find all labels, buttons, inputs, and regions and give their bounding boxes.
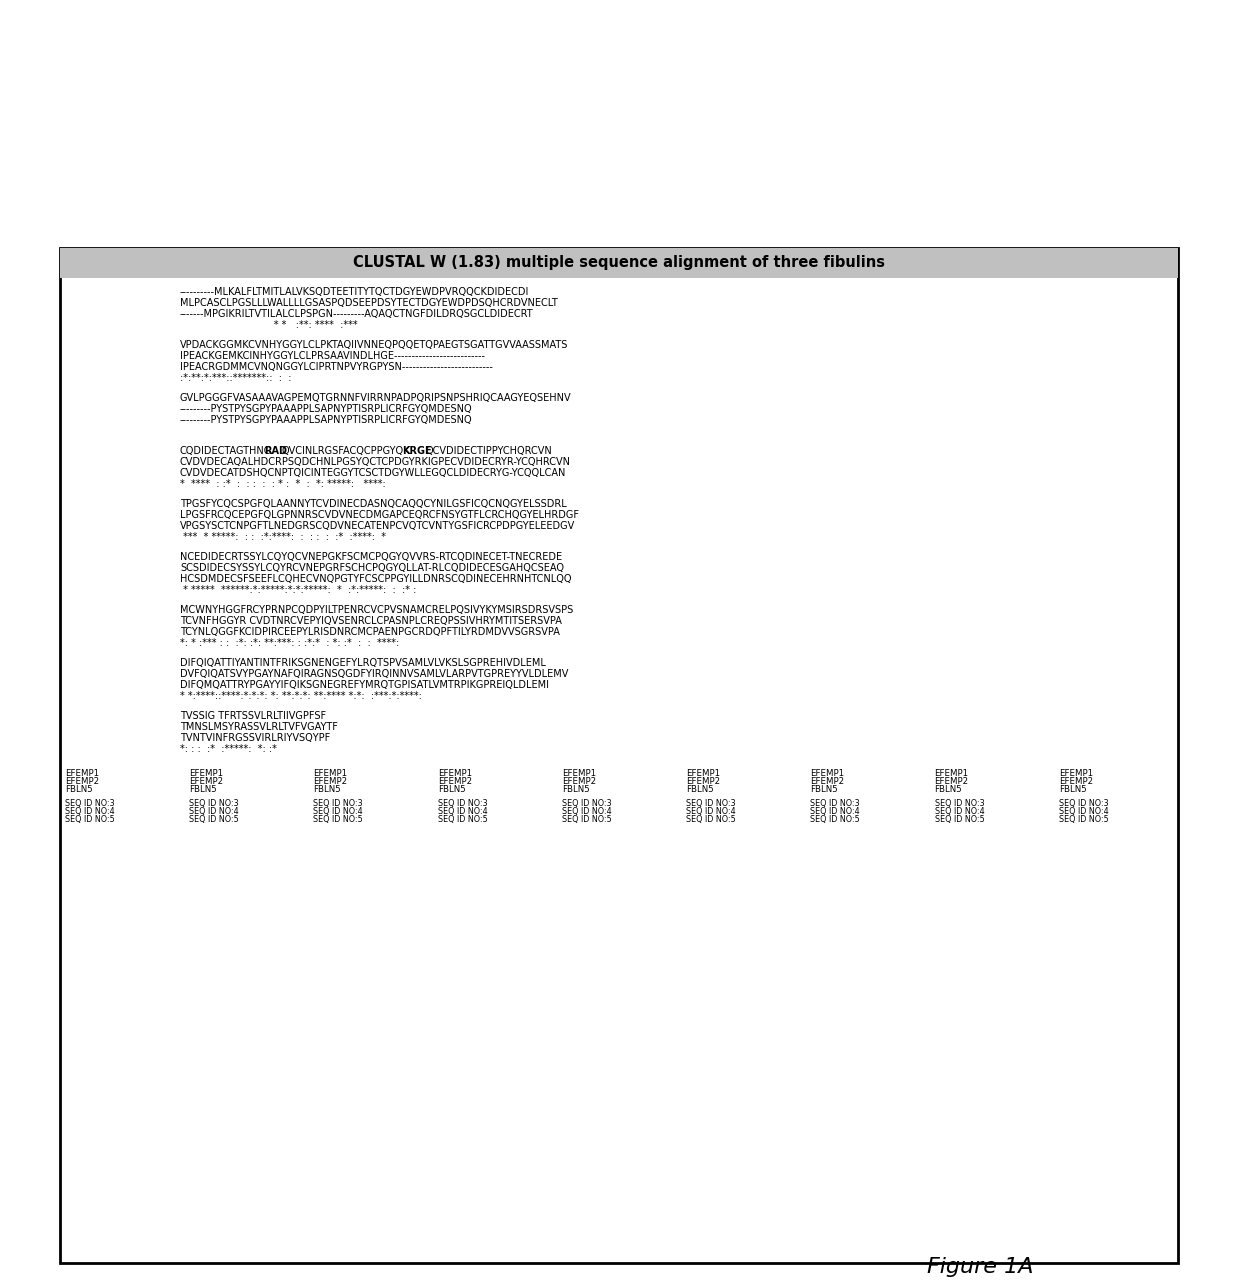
Text: NCEDIDECRTSSYLCQYQCVNEPGKFSCMCPQGYQVVRS-RTCQDINECET-TNECREDE: NCEDIDECRTSSYLCQYQCVNEPGKFSCMCPQGYQVVRS-… (180, 553, 562, 562)
Text: FBLN5: FBLN5 (314, 785, 341, 794)
Bar (60, 248, 1178, 278)
Text: SEQ ID NO:4: SEQ ID NO:4 (1059, 807, 1109, 816)
Text: FBLN5: FBLN5 (190, 785, 217, 794)
Text: Figure 1A: Figure 1A (926, 1257, 1033, 1277)
Text: EFEMP1: EFEMP1 (190, 768, 223, 777)
Text: SEQ ID NO:3: SEQ ID NO:3 (314, 799, 363, 808)
Text: CQDIDECTAGTHNC: CQDIDECTAGTHNC (180, 446, 272, 456)
Text: -------MPGIKRILTVTILALCLPSPGN---------AQAQCTNGFDILDRQSGCLDIDECRT: -------MPGIKRILTVTILALCLPSPGN---------AQ… (180, 308, 533, 319)
Text: EFEMP1: EFEMP1 (1059, 768, 1092, 777)
Text: * *:****::****:*:*:*: *: **:*:*: **:**** *:*:  :***:*:****:: * *:****::****:*:*:*: *: **:*:*: **:****… (180, 691, 422, 702)
Text: CLUSTAL W (1.83) multiple sequence alignment of three fibulins: CLUSTAL W (1.83) multiple sequence align… (353, 256, 885, 271)
Text: * *****  ******:*:*****:*:*:*****:  *  :*:*****:  :  :* :: * ***** ******:*:*****:*:*:*****: * :*:*… (180, 585, 419, 595)
Text: KRGE: KRGE (402, 446, 432, 456)
Text: ---------PYSTPYSGPYPAAAPPLSAPNYPTISRPLICRFGYQMDESNQ: ---------PYSTPYSGPYPAAAPPLSAPNYPTISRPLIC… (180, 403, 472, 414)
Text: MCWNYHGGFRCYPRNPCQDPYILTPENRCVCPVSNAMCRELPQSIVYKYMSIRSDRSVSPS: MCWNYHGGFRCYPRNPCQDPYILTPENRCVCPVSNAMCRE… (180, 605, 573, 616)
Text: FBLN5: FBLN5 (438, 785, 465, 794)
Text: DIFQMQATTRYPGAYYIFQIKSGNEGREFYMRQTGPISATLVMTRPIKGPREIQLDLEMI: DIFQMQATTRYPGAYYIFQIKSGNEGREFYMRQTGPISAT… (180, 680, 549, 690)
Text: SEQ ID NO:4: SEQ ID NO:4 (562, 807, 611, 816)
Text: DVFQIQATSVYPGAYNAFQIRAGNSQGDFYIRQINNVSAMLVLARPVTGPREYYVLDLEMV: DVFQIQATSVYPGAYNAFQIRAGNSQGDFYIRQINNVSAM… (180, 669, 568, 678)
Text: ---------PYSTPYSGPYPAAAPPLSAPNYPTISRPLICRFGYQMDESNQ: ---------PYSTPYSGPYPAAAPPLSAPNYPTISRPLIC… (180, 415, 472, 425)
Text: SEQ ID NO:5: SEQ ID NO:5 (438, 815, 487, 824)
Text: QVCINLRGSFACQCPPGYQK: QVCINLRGSFACQCPPGYQK (281, 446, 410, 456)
Text: * *   :**: ****  :***: * * :**: **** :*** (180, 320, 357, 330)
Text: SEQ ID NO:5: SEQ ID NO:5 (810, 815, 861, 824)
Text: EFEMP2: EFEMP2 (562, 777, 596, 786)
Text: SEQ ID NO:5: SEQ ID NO:5 (686, 815, 735, 824)
Text: FBLN5: FBLN5 (64, 785, 93, 794)
Text: TVNTVINFRGSSVIRLRIYVSQYPF: TVNTVINFRGSSVIRLRIYVSQYPF (180, 732, 330, 743)
Text: SEQ ID NO:3: SEQ ID NO:3 (1059, 799, 1109, 808)
Text: TPGSFYCQCSPGFQLAANNYTCVDINECDASNQCAQQCYNILGSFICQCNQGYELSSDRL: TPGSFYCQCSPGFQLAANNYTCVDINECDASNQCAQQCYN… (180, 499, 567, 509)
Text: EFEMP1: EFEMP1 (64, 768, 99, 777)
Text: ----------MLKALFLTMITLALVKSQDTEETITYTQCTDGYEWDPVRQQCKDIDECDI: ----------MLKALFLTMITLALVKSQDTEETITYTQCT… (180, 287, 529, 297)
Text: EFEMP1: EFEMP1 (438, 768, 471, 777)
Text: TCYNLQGGFKCIDPIRCEEPYLRISDNRCMCPAENPGCRDQPFTILYRDMDVVSGRSVPA: TCYNLQGGFKCIDPIRCEEPYLRISDNRCMCPAENPGCRD… (180, 627, 560, 637)
Text: SEQ ID NO:5: SEQ ID NO:5 (190, 815, 239, 824)
Text: VPDACKGGMKCVNHYGGYLCLPKTAQIIVNNEQPQQETQPAEGTSGATTGVVAASSMATS: VPDACKGGMKCVNHYGGYLCLPKTAQIIVNNEQPQQETQP… (180, 341, 568, 350)
Text: MLPCASCLPGSLLLWALLLLGSASPQDSEEPDSYTECTDGYEWDPDSQHCRDVNECLT: MLPCASCLPGSLLLWALLLLGSASPQDSEEPDSYTECTDG… (180, 298, 558, 308)
Text: SEQ ID NO:3: SEQ ID NO:3 (686, 799, 735, 808)
Text: SEQ ID NO:3: SEQ ID NO:3 (64, 799, 114, 808)
Text: EFEMP2: EFEMP2 (1059, 777, 1092, 786)
Text: SEQ ID NO:4: SEQ ID NO:4 (314, 807, 363, 816)
Text: SEQ ID NO:5: SEQ ID NO:5 (935, 815, 985, 824)
Text: EFEMP2: EFEMP2 (438, 777, 471, 786)
Text: SEQ ID NO:5: SEQ ID NO:5 (314, 815, 363, 824)
Text: GVLPGGGFVASAAAVAGPEMQTGRNNFVIRRNPADPQRIPSNPSHRIQCAAGYEQSEHNV: GVLPGGGFVASAAAVAGPEMQTGRNNFVIRRNPADPQRIP… (180, 393, 572, 403)
Text: QCVDIDECTIPPYCHQRCVN: QCVDIDECTIPPYCHQRCVN (427, 446, 553, 456)
Text: HCSDMDECSFSEEFLCQHECVNQPGTYFCSCPPGYILLDNRSCQDINECEHRNHTCNLQQ: HCSDMDECSFSEEFLCQHECVNQPGTYFCSCPPGYILLDN… (180, 574, 572, 583)
Text: SEQ ID NO:5: SEQ ID NO:5 (562, 815, 611, 824)
Bar (60, 248, 1178, 1263)
Text: SEQ ID NO:3: SEQ ID NO:3 (810, 799, 861, 808)
Text: EFEMP1: EFEMP1 (686, 768, 720, 777)
Text: ***  * *****:  : :  :*:****:  :  : :  :  :*  :****:  *: *** * *****: : : :*:****: : : : : :* :**… (180, 532, 392, 542)
Text: EFEMP1: EFEMP1 (810, 768, 844, 777)
Text: *: * :*** : :  :*: :*: **:***: : :*:*  : *: :*  :  :  ****:: *: * :*** : : :*: :*: **:***: : :*:* : *… (180, 637, 399, 648)
Text: EFEMP2: EFEMP2 (64, 777, 99, 786)
Text: LPGSFRCQCEPGFQLGPNNRSCVDVNECDMGAPCEQRCFNSYGTFLCRCHQGYELHRDGF: LPGSFRCQCEPGFQLGPNNRSCVDVNECDMGAPCEQRCFN… (180, 510, 579, 520)
Text: FBLN5: FBLN5 (562, 785, 590, 794)
Text: SEQ ID NO:4: SEQ ID NO:4 (190, 807, 239, 816)
Text: SCSDIDECSYSSYLCQYRCVNEPGRFSCHCPQGYQLLAT-RLCQDIDECESGAHQCSEAQ: SCSDIDECSYSSYLCQYRCVNEPGRFSCHCPQGYQLLAT-… (180, 563, 564, 573)
Text: SEQ ID NO:4: SEQ ID NO:4 (935, 807, 985, 816)
Text: *  ****  : :*  :  : :  :  : * :  *  :  *: *****:   ****:: * **** : :* : : : : : * : * : *: *****: … (180, 479, 386, 490)
Text: IPEACRGDMMCVNQNGGYLCIPRTNPVYRGPYSN--------------------------: IPEACRGDMMCVNQNGGYLCIPRTNPVYRGPYSN------… (180, 362, 492, 371)
Text: SEQ ID NO:5: SEQ ID NO:5 (64, 815, 115, 824)
Text: SEQ ID NO:3: SEQ ID NO:3 (438, 799, 487, 808)
Text: SEQ ID NO:3: SEQ ID NO:3 (935, 799, 985, 808)
Text: EFEMP2: EFEMP2 (314, 777, 347, 786)
Text: EFEMP2: EFEMP2 (686, 777, 720, 786)
Text: SEQ ID NO:3: SEQ ID NO:3 (562, 799, 611, 808)
Text: EFEMP2: EFEMP2 (810, 777, 844, 786)
Text: VPGSYSCTCNPGFTLNEDGRSCQDVNECATENPCVQTCVNTYGSFICRCPDPGYELEEDGV: VPGSYSCTCNPGFTLNEDGRSCQDVNECATENPCVQTCVN… (180, 520, 575, 531)
Text: SEQ ID NO:4: SEQ ID NO:4 (438, 807, 487, 816)
Text: :*:**:*:***::*******::  :  :: :*:**:*:***::*******:: : : (180, 373, 367, 383)
Text: FBLN5: FBLN5 (935, 785, 962, 794)
Text: EFEMP1: EFEMP1 (935, 768, 968, 777)
Text: FBLN5: FBLN5 (686, 785, 714, 794)
Text: TMNSLMSYRASSVLRLTVFVGAYTF: TMNSLMSYRASSVLRLTVFVGAYTF (180, 722, 337, 732)
Text: SEQ ID NO:4: SEQ ID NO:4 (810, 807, 861, 816)
Text: EFEMP1: EFEMP1 (562, 768, 596, 777)
Text: TCVNFHGGYR CVDTNRCVEPYIQVSENRCLCPASNPLCREQPSSIVHRYMTITSERSVPA: TCVNFHGGYR CVDTNRCVEPYIQVSENRCLCPASNPLCR… (180, 616, 562, 626)
Text: EFEMP2: EFEMP2 (190, 777, 223, 786)
Text: EFEMP1: EFEMP1 (314, 768, 347, 777)
Text: DIFQIQATTIYANTINTFRIKSGNENGEFYLRQTSPVSAMLVLVKSLSGPREHIVDLEML: DIFQIQATTIYANTINTFRIKSGNENGEFYLRQTSPVSAM… (180, 658, 546, 668)
Text: CVDVDECAQALHDCRPSQDCHNLPGSYQCTCPDGYRKIGPECVDIDECRYR-YCQHRCVN: CVDVDECAQALHDCRPSQDCHNLPGSYQCTCPDGYRKIGP… (180, 457, 570, 466)
Text: SEQ ID NO:5: SEQ ID NO:5 (1059, 815, 1109, 824)
Text: FBLN5: FBLN5 (810, 785, 838, 794)
Text: FBLN5: FBLN5 (1059, 785, 1086, 794)
Text: TVSSIG TFRTSSVLRLTIIVGPFSF: TVSSIG TFRTSSVLRLTIIVGPFSF (180, 711, 326, 721)
Text: SEQ ID NO:4: SEQ ID NO:4 (64, 807, 114, 816)
Text: IPEACKGEMKCINHYGGYLCLPRSAAVINDLHGE--------------------------: IPEACKGEMKCINHYGGYLCLPRSAAVINDLHGE------… (180, 351, 485, 361)
Text: *: : :  :*  :*****:  *: :*: *: : : :* :*****: *: :* (180, 744, 277, 754)
Text: EFEMP2: EFEMP2 (935, 777, 968, 786)
Text: SEQ ID NO:3: SEQ ID NO:3 (190, 799, 239, 808)
Text: SEQ ID NO:4: SEQ ID NO:4 (686, 807, 735, 816)
Text: RAD: RAD (264, 446, 286, 456)
Text: CVDVDECATDSHQCNPTQICINTEGGYTCSCTDGYWLLEGQCLDIDECRYG-YCQQLCAN: CVDVDECATDSHQCNPTQICINTEGGYTCSCTDGYWLLEG… (180, 468, 567, 478)
